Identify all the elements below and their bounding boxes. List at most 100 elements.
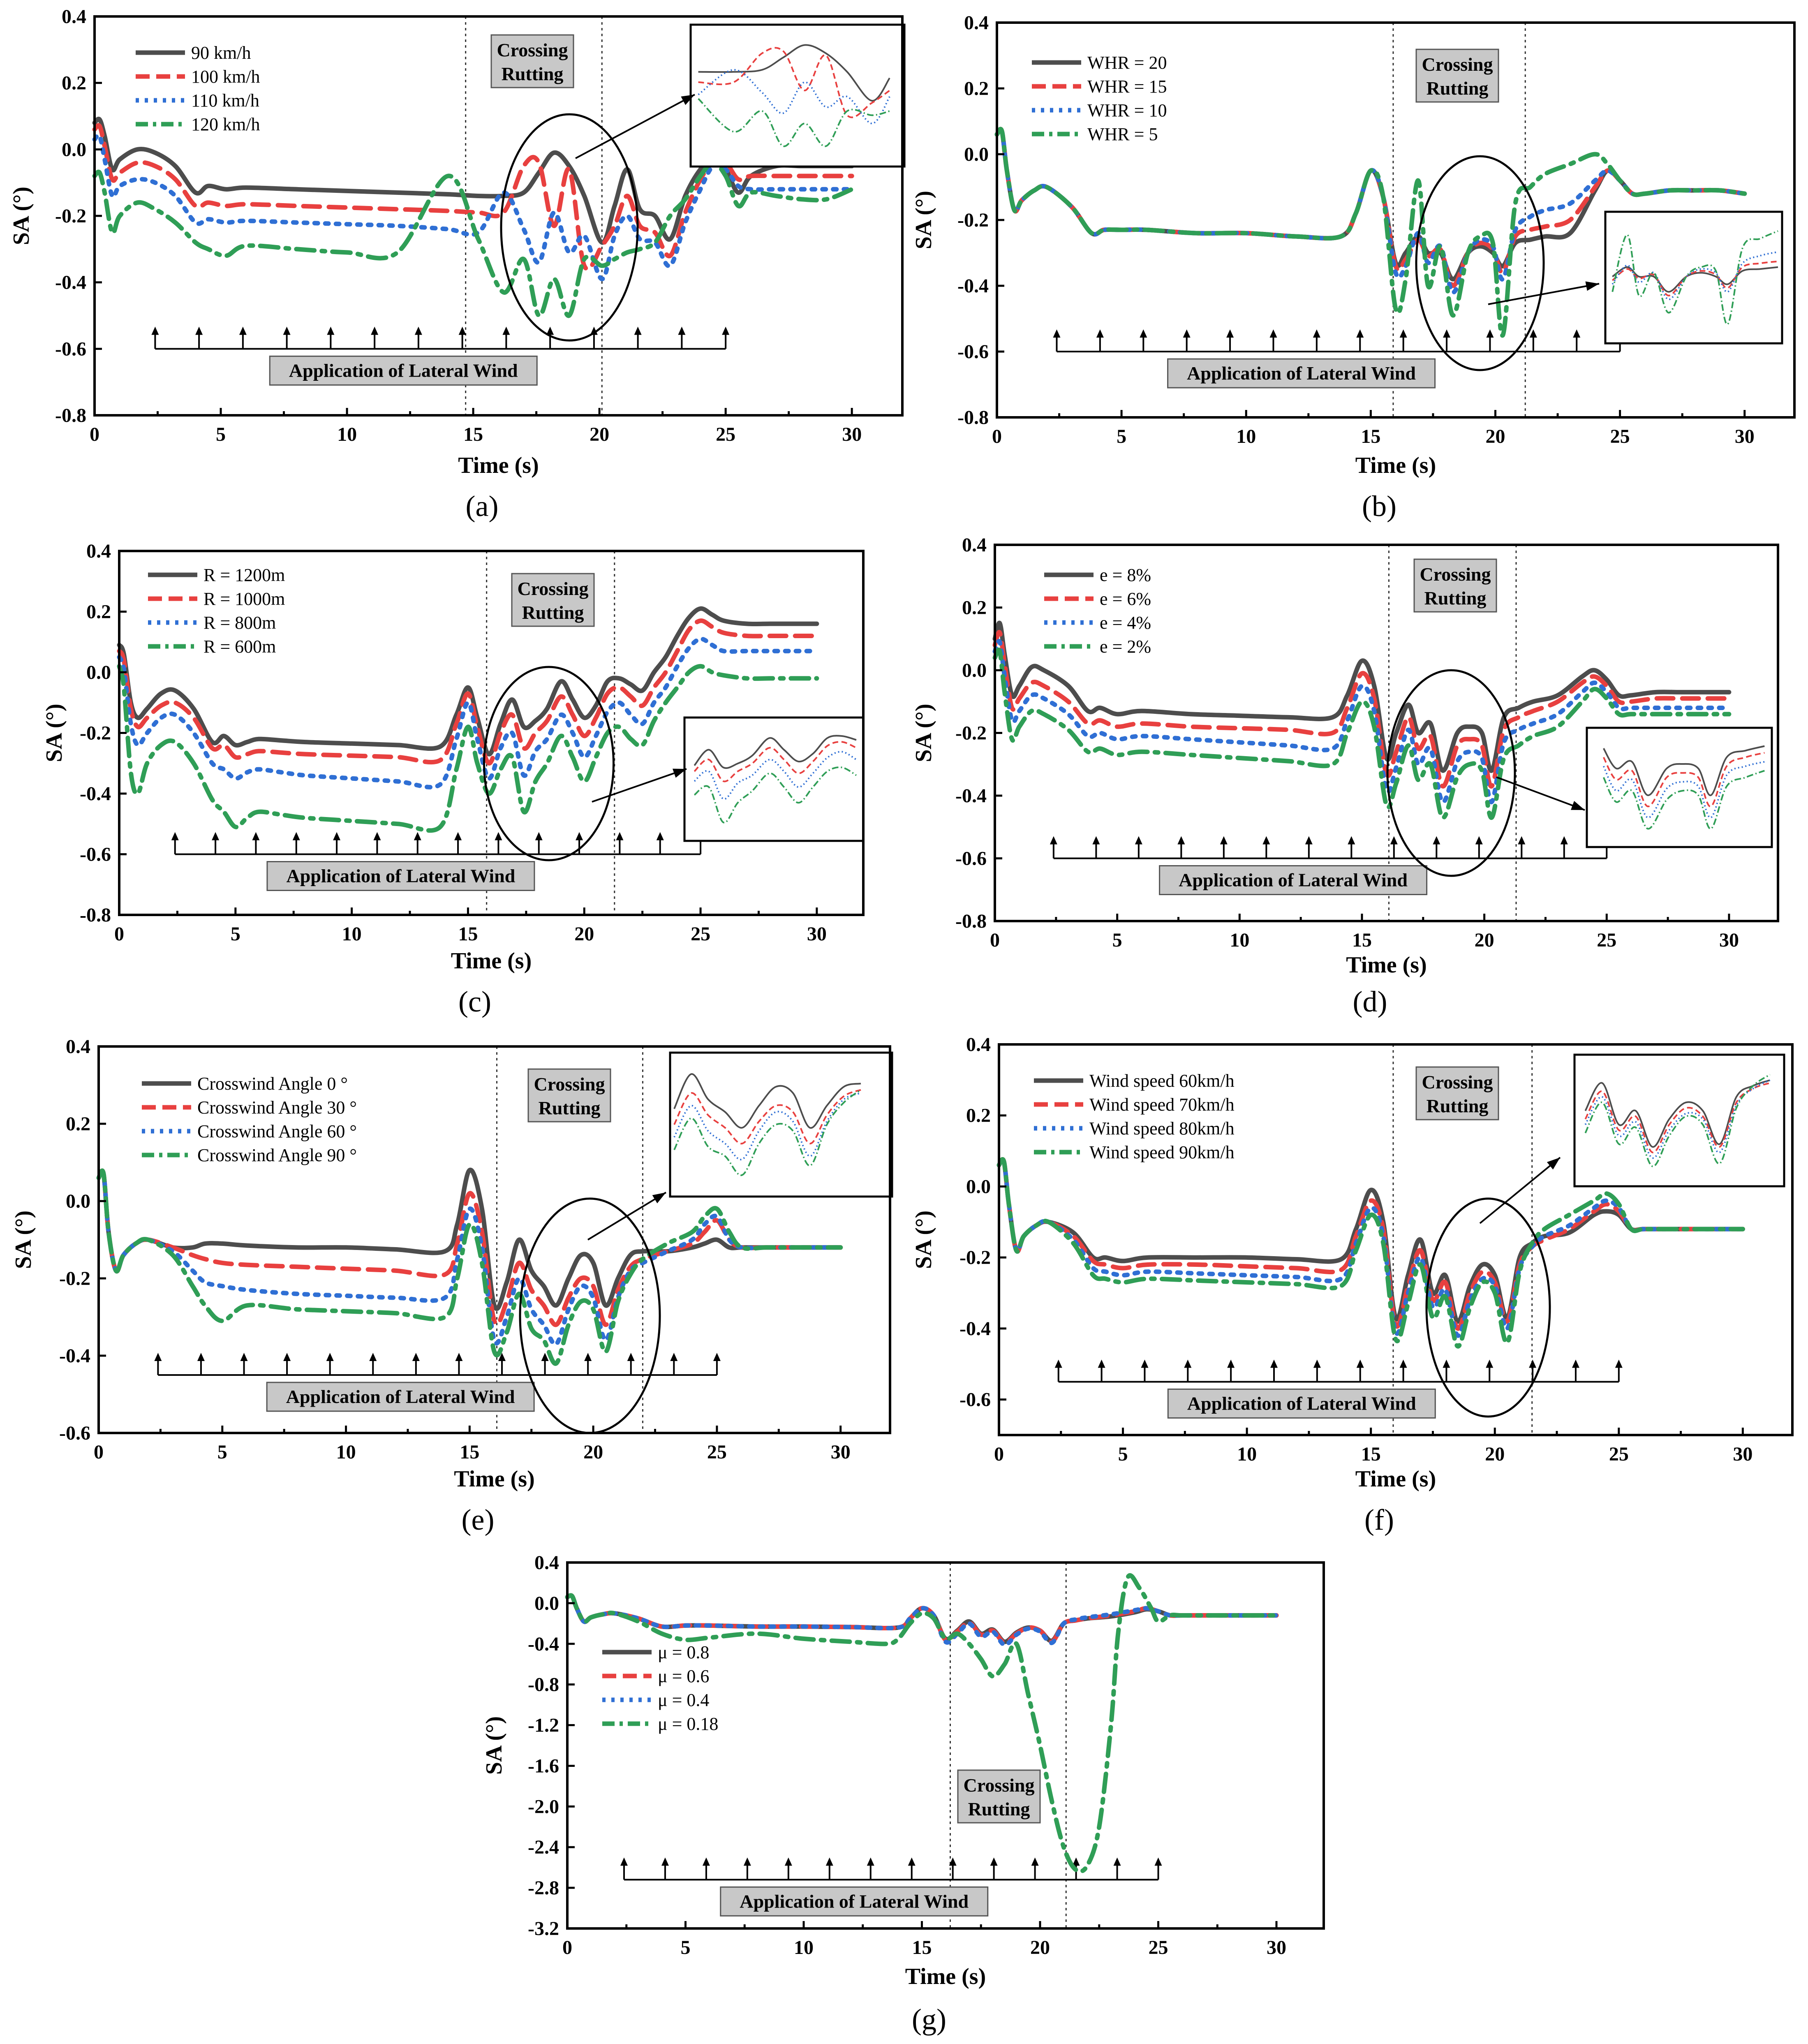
zoom-ellipse — [1386, 669, 1516, 877]
legend-label-4: μ = 0.18 — [658, 1714, 718, 1734]
series-line-4 — [994, 127, 1747, 338]
x-tick-label: 25 — [1609, 1443, 1629, 1465]
wind-arrow-head — [1154, 1857, 1162, 1866]
wind-arrow-head — [455, 1353, 463, 1361]
wind-arrow-head — [414, 832, 421, 840]
y-tick-label: -2.4 — [528, 1836, 559, 1858]
x-tick-label: 20 — [590, 424, 609, 445]
y-tick-label: 0.4 — [534, 1552, 559, 1574]
wind-arrow-head — [283, 326, 291, 335]
inset-series-2 — [673, 1089, 861, 1145]
chart-panel-b: Application of Lateral Wind Crossing Rutti… — [911, 12, 1796, 523]
plot-frame — [998, 1043, 1794, 1436]
y-axis-title: SA (°) — [9, 187, 34, 245]
y-tick-label: 0.4 — [62, 6, 86, 28]
wind-arrow-head — [326, 1353, 334, 1361]
wind-arrow-head — [1183, 329, 1191, 338]
wind-label-box — [1159, 865, 1428, 895]
wind-arrow-head — [1177, 836, 1185, 845]
legend-label-1: WHR = 20 — [1087, 53, 1167, 73]
y-tick-label: -0.8 — [80, 904, 111, 926]
y-tick-label: -2.8 — [528, 1877, 559, 1899]
inset-series-1 — [1602, 745, 1765, 796]
x-tick-label: 0 — [992, 426, 1002, 447]
x-tick-label: 10 — [342, 923, 362, 945]
wind-arrow-head — [576, 832, 583, 840]
wind-label: Application of Lateral Wind — [1179, 870, 1408, 891]
x-tick-label: 5 — [1117, 426, 1126, 447]
x-tick-label: 20 — [1485, 1443, 1505, 1465]
zoom-ellipse — [1415, 155, 1545, 371]
crossing-label: Crossing — [497, 39, 568, 60]
wind-arrow-head — [454, 832, 462, 840]
wind-arrow-head — [1092, 836, 1100, 845]
crossing-rutting-box — [957, 1769, 1041, 1824]
series-line-4 — [565, 1573, 1279, 1874]
series-line-1 — [996, 1157, 1745, 1324]
panel-label: (b) — [1362, 490, 1396, 523]
wind-arrow-head — [1443, 1359, 1450, 1368]
chart-panel-a: Application of Lateral Wind Crossing Rutti… — [9, 6, 906, 523]
y-tick-label: 0.2 — [62, 72, 86, 94]
zoom-ellipse — [483, 666, 615, 861]
wind-arrow-head — [369, 1353, 377, 1361]
series-line-4 — [117, 664, 819, 833]
wind-arrow-head — [283, 1353, 291, 1361]
y-tick-label: -0.2 — [955, 722, 987, 744]
crossing-rutting-box — [1413, 558, 1497, 613]
wind-arrow-head — [1226, 329, 1234, 338]
zoom-arrow-head — [1547, 1157, 1560, 1170]
zoom-arrow-head — [673, 769, 687, 778]
wind-arrow-head — [1356, 1359, 1364, 1368]
panel-label: (d) — [1353, 985, 1387, 1018]
wind-arrow-head — [949, 1857, 957, 1866]
wind-arrow-head — [702, 1857, 710, 1866]
crossing-label: Crossing — [1422, 1072, 1493, 1093]
y-tick-label: -0.2 — [959, 1247, 991, 1269]
wind-arrow-head — [151, 326, 159, 335]
crossing-label: Crossing — [518, 578, 589, 599]
x-tick-label: 5 — [217, 1441, 227, 1463]
x-tick-label: 30 — [1267, 1937, 1286, 1958]
series-line-2 — [565, 1593, 1279, 1645]
x-tick-label: 5 — [1118, 1443, 1128, 1465]
y-tick-label: -0.4 — [55, 272, 86, 294]
wind-label-box — [1167, 1388, 1436, 1419]
wind-label-box — [720, 1886, 989, 1917]
x-tick-label: 20 — [574, 923, 594, 945]
y-tick-label: 0.4 — [66, 1036, 90, 1058]
wind-arrow-head — [1270, 1359, 1278, 1368]
wind-arrow-head — [1615, 1359, 1623, 1368]
x-tick-label: 15 — [1352, 929, 1372, 951]
wind-arrow-head — [239, 326, 247, 335]
wind-arrow-head — [414, 326, 422, 335]
x-tick-label: 5 — [231, 923, 240, 945]
x-tick-label: 25 — [691, 923, 710, 945]
chart-panel-e: Application of Lateral Wind CrossingRutti… — [11, 1036, 893, 1536]
legend-label-2: Wind speed 70km/h — [1089, 1095, 1235, 1115]
series-line-4 — [996, 1157, 1745, 1349]
wind-label: Application of Lateral Wind — [1187, 1393, 1416, 1414]
wind-arrow-head — [292, 832, 300, 840]
wind-label: Application of Lateral Wind — [289, 360, 518, 381]
zoom-arrow — [587, 1192, 667, 1241]
wind-arrow-head — [908, 1857, 916, 1866]
wind-arrow-head — [171, 832, 179, 840]
x-tick-label: 20 — [1475, 929, 1494, 951]
y-tick-label: -0.4 — [528, 1633, 559, 1655]
wind-arrow-head — [1356, 329, 1364, 338]
zoom-arrow-head — [652, 1192, 666, 1204]
y-tick-label: -0.2 — [55, 205, 86, 227]
rutting-label: Rutting — [539, 1097, 601, 1118]
wind-arrow-head — [1433, 836, 1440, 845]
wind-arrow-head — [1399, 329, 1407, 338]
wind-arrow-head — [1053, 329, 1061, 338]
wind-arrow-head — [502, 326, 510, 335]
wind-arrow-head — [1475, 836, 1483, 845]
rutting-label: Rutting — [1424, 588, 1487, 609]
wind-arrow-head — [252, 832, 260, 840]
x-tick-label: 5 — [216, 424, 226, 445]
series-line-3 — [565, 1593, 1279, 1647]
chart-panel-d: Application of Lateral Wind Crossing Rutti… — [911, 534, 1779, 1018]
y-tick-label: 0.2 — [962, 597, 987, 619]
